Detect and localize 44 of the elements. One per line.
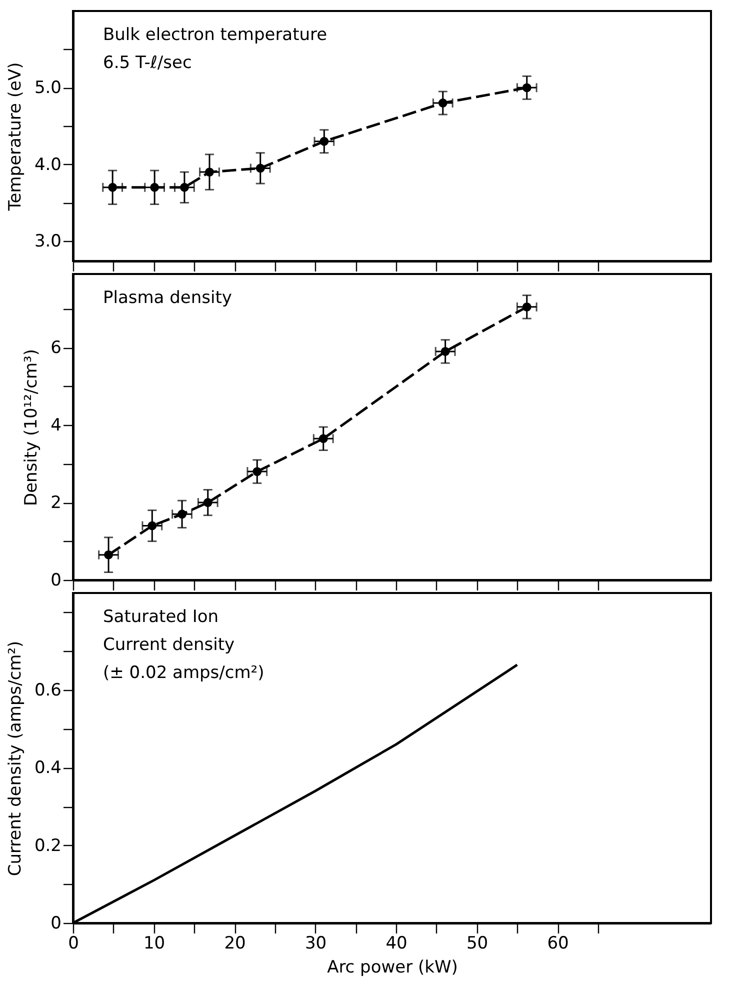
y-axis-title: Current density (amps/cm²) [5, 640, 26, 876]
point [438, 98, 448, 108]
point [178, 510, 186, 519]
y-axis-title: Density (10¹²/cm³) [22, 348, 42, 506]
x-tick-label: 0 [68, 934, 79, 954]
point [320, 136, 329, 146]
y-tick-label: 0.4 [34, 758, 62, 778]
y-tick-label: 0 [50, 570, 62, 590]
point [256, 164, 265, 173]
point [522, 302, 532, 312]
y-tick-label: 0 [50, 914, 62, 934]
annotation: Saturated Ion [103, 607, 219, 627]
point [104, 550, 114, 560]
point [150, 182, 160, 192]
x-tick-label: 10 [143, 934, 166, 954]
point [440, 347, 450, 356]
y-tick-label: 5.0 [34, 78, 62, 98]
point [252, 467, 262, 476]
y-tick-label: 4 [50, 416, 62, 436]
point [108, 182, 118, 192]
point [180, 182, 189, 192]
point [522, 83, 532, 92]
y-axis-title: Temperature (eV) [5, 62, 26, 212]
y-tick-label: 0.2 [34, 836, 62, 856]
x-axis-title: Arc power (kW) [327, 958, 458, 978]
y-tick-label: 0.6 [34, 680, 62, 701]
y-tick-label: 4.0 [34, 154, 62, 175]
x-tick-label: 40 [386, 934, 408, 954]
annotation: 6.5 T-ℓ/sec [103, 53, 192, 73]
point [205, 168, 214, 177]
y-tick-label: 6 [50, 338, 62, 358]
annotation: (± 0.02 amps/cm²) [103, 663, 264, 683]
x-tick-label: 30 [304, 934, 327, 954]
x-tick-label: 50 [466, 934, 488, 954]
point [148, 521, 157, 530]
annotation: Plasma density [103, 288, 232, 308]
y-tick-label: 3.0 [34, 232, 62, 252]
y-tick-label: 2 [50, 493, 62, 514]
annotation: Bulk electron temperature [103, 25, 328, 45]
point [203, 498, 212, 507]
annotation: Current density [103, 635, 235, 655]
x-tick-label: 60 [547, 934, 569, 954]
x-tick-label: 20 [224, 934, 246, 954]
point [318, 434, 328, 444]
